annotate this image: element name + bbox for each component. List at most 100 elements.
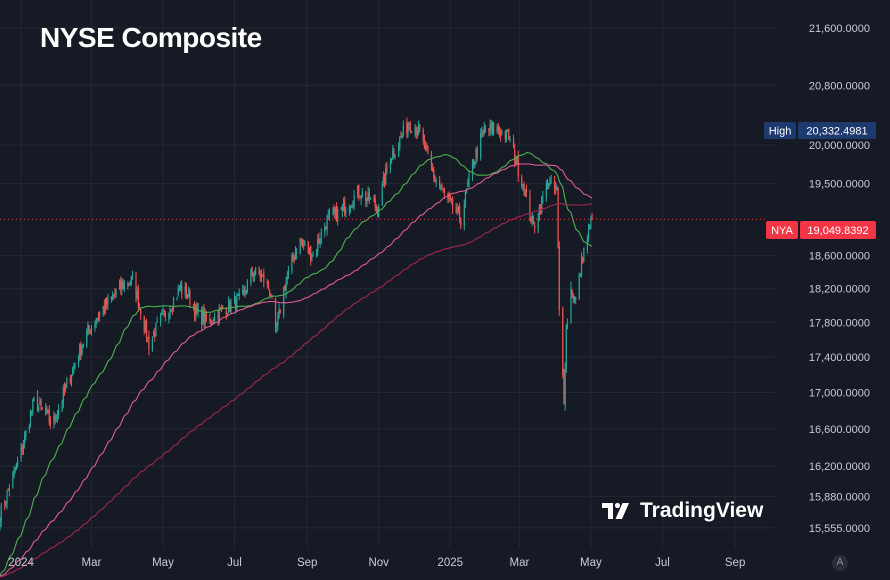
candle-body xyxy=(243,289,245,292)
candle-body xyxy=(106,298,108,305)
candle-body xyxy=(525,188,528,192)
candle-body xyxy=(563,373,565,404)
candle-body xyxy=(501,130,503,135)
candle-body xyxy=(300,240,302,242)
candle-body xyxy=(81,346,83,354)
candle-body xyxy=(368,193,370,202)
candle-body xyxy=(373,197,375,201)
chart-grid xyxy=(0,0,775,548)
candle-body xyxy=(325,226,327,229)
y-tick-label: 15,880.0000 xyxy=(809,491,870,503)
candle-body xyxy=(565,325,567,368)
x-tick-label: May xyxy=(152,557,174,569)
candle-body xyxy=(449,195,451,200)
candle-body xyxy=(459,206,461,220)
candle-body xyxy=(143,316,145,331)
candle-body xyxy=(185,286,188,297)
candle-body xyxy=(553,180,556,189)
candle-body xyxy=(582,258,584,263)
candle-body xyxy=(320,231,322,244)
candle-body xyxy=(80,345,82,355)
candle-body xyxy=(555,187,557,190)
candle-body xyxy=(156,320,158,323)
candle-body xyxy=(118,282,121,290)
candle-body xyxy=(25,430,27,437)
y-tick-label: 19,500.0000 xyxy=(809,179,870,191)
y-tick-label: 20,000.0000 xyxy=(809,140,870,152)
price-axis[interactable]: 15,555.0000 15,880.0000 16,200.0000 16,600.… xyxy=(809,23,870,535)
candle-body xyxy=(4,504,6,506)
candle-body xyxy=(56,414,59,419)
candle-body xyxy=(294,251,297,260)
candle-body xyxy=(558,246,560,311)
candle-body xyxy=(407,125,409,135)
candle-body xyxy=(7,488,9,491)
candle-body xyxy=(466,188,468,190)
candle-body xyxy=(497,126,499,131)
candle-body xyxy=(517,156,519,176)
candle-body xyxy=(400,136,402,138)
candle-body xyxy=(127,284,129,286)
candle-body xyxy=(5,502,7,503)
high-value-badge xyxy=(798,122,876,139)
candle-body xyxy=(481,132,483,134)
candle-body xyxy=(136,292,138,298)
candle-body xyxy=(135,274,137,299)
candle-body xyxy=(152,332,155,336)
candle-body xyxy=(474,161,476,165)
time-axis[interactable]: 2024 Mar May Jul Sep Nov 2025 Mar May Jul Sep xyxy=(8,557,745,569)
candle-body xyxy=(162,311,164,312)
candle-body xyxy=(270,295,272,297)
candle-body xyxy=(45,407,47,415)
candle-body xyxy=(333,208,335,213)
candle-body xyxy=(401,135,403,139)
candle-body xyxy=(512,138,515,148)
candle-body xyxy=(276,326,278,328)
candle-body xyxy=(392,150,394,160)
candle-body xyxy=(217,314,219,321)
candle-body xyxy=(381,183,383,206)
candle-body xyxy=(33,396,35,402)
candle-body xyxy=(110,296,112,299)
candle-body xyxy=(246,281,248,293)
candle-body xyxy=(299,238,301,254)
candle-body xyxy=(383,176,386,185)
candle-body xyxy=(22,444,25,450)
candle-body xyxy=(38,406,40,411)
candlestick-series xyxy=(0,117,593,531)
candle-body xyxy=(147,337,149,338)
symbol-label: NYA xyxy=(771,225,793,237)
candle-body xyxy=(448,197,450,198)
auto-scale-button[interactable]: A xyxy=(832,555,848,571)
candle-body xyxy=(196,305,198,312)
candle-body xyxy=(419,124,421,130)
candle-body xyxy=(225,309,227,315)
candle-body xyxy=(386,167,388,171)
candle-body xyxy=(233,297,236,301)
candle-body xyxy=(484,128,487,130)
x-tick-label: Sep xyxy=(297,557,317,569)
candle-body xyxy=(102,306,104,316)
candle-body xyxy=(176,296,178,298)
candle-body xyxy=(211,323,213,325)
candle-body xyxy=(250,269,252,284)
candle-body xyxy=(578,273,580,300)
candle-body xyxy=(389,162,392,170)
candle-body xyxy=(451,198,454,210)
candle-body xyxy=(562,308,564,375)
candle-body xyxy=(229,301,231,312)
candle-body xyxy=(422,129,424,140)
candle-body xyxy=(203,309,205,324)
tradingview-watermark: TradingView xyxy=(602,499,763,523)
y-tick-label: 18,200.0000 xyxy=(809,284,870,296)
candle-body xyxy=(415,129,417,135)
candle-body xyxy=(531,215,533,221)
candle-body xyxy=(70,375,73,383)
candle-body xyxy=(427,147,429,154)
candle-body xyxy=(72,368,74,375)
candle-body xyxy=(382,176,384,182)
candle-body xyxy=(263,272,265,283)
candle-body xyxy=(423,139,426,149)
candle-body xyxy=(262,274,264,275)
